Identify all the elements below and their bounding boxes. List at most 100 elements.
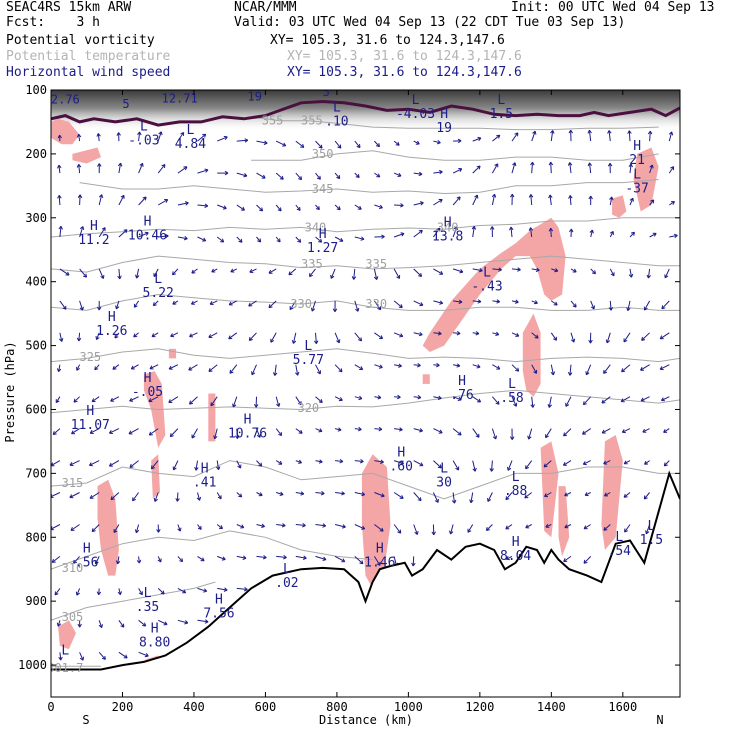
wind-arrow bbox=[530, 227, 533, 238]
wind-arrow-head bbox=[130, 365, 135, 370]
y-tick-label: 200 bbox=[25, 147, 47, 161]
wind-arrow bbox=[216, 524, 223, 529]
hl-value: .58 bbox=[500, 391, 523, 406]
wind-arrow-head bbox=[336, 206, 341, 211]
theta-label: 330 bbox=[365, 297, 387, 311]
wind-arrow bbox=[138, 131, 141, 142]
wind-arrow bbox=[197, 524, 202, 530]
wind-arrow bbox=[668, 166, 675, 174]
wind-arrow bbox=[629, 163, 632, 174]
hl-value: 21 bbox=[629, 153, 645, 168]
wind-arrow-head bbox=[179, 558, 184, 563]
wind-arrow bbox=[211, 268, 218, 273]
wind-arrow bbox=[236, 492, 243, 498]
x-end-label-north: N bbox=[656, 713, 663, 727]
wind-arrow-head bbox=[289, 306, 294, 311]
wind-arrow-head bbox=[475, 331, 480, 336]
wind-arrow bbox=[354, 492, 365, 496]
wind-arrow bbox=[627, 300, 631, 311]
wind-arrow bbox=[138, 556, 140, 564]
wind-arrow-head bbox=[418, 331, 423, 337]
hl-letter: H bbox=[83, 541, 91, 556]
wind-arrow bbox=[79, 300, 84, 311]
wind-arrow-head bbox=[240, 524, 245, 529]
hl-marker: L1.5 bbox=[640, 519, 663, 548]
wind-arrow bbox=[644, 460, 650, 465]
wind-arrow-head bbox=[457, 138, 462, 144]
wind-arrow-head bbox=[117, 162, 123, 167]
wind-arrow bbox=[492, 332, 499, 336]
wind-arrow bbox=[311, 300, 316, 312]
wind-arrow bbox=[531, 332, 539, 339]
wind-arrow-head bbox=[505, 525, 510, 530]
wind-arrow bbox=[472, 396, 481, 403]
wind-arrow-head bbox=[530, 404, 535, 408]
wind-arrow bbox=[70, 524, 80, 531]
x-axis-title: Distance (km) bbox=[319, 713, 413, 727]
x-tick-label: 800 bbox=[326, 700, 348, 714]
wind-arrow bbox=[550, 130, 554, 142]
wind-arrow bbox=[129, 396, 139, 402]
wind-arrow bbox=[78, 164, 81, 174]
wind-arrow bbox=[550, 162, 552, 174]
wind-arrow bbox=[583, 396, 592, 406]
wind-arrow-head bbox=[183, 166, 188, 171]
wind-arrow bbox=[394, 364, 402, 367]
wind-arrow-head bbox=[548, 227, 554, 232]
wind-arrow-head bbox=[57, 134, 63, 139]
wind-arrow bbox=[91, 396, 100, 403]
wind-arrow-head bbox=[208, 368, 213, 372]
wind-arrow-head bbox=[279, 491, 284, 496]
wind-arrow bbox=[453, 364, 460, 367]
wind-arrow bbox=[506, 555, 513, 560]
wind-arrow-head bbox=[338, 368, 343, 373]
wind-arrow-head bbox=[272, 372, 278, 376]
wind-arrow bbox=[315, 460, 323, 463]
wind-arrow-head bbox=[316, 175, 321, 180]
pv-region bbox=[208, 393, 216, 442]
wind-arrow-head bbox=[296, 206, 301, 211]
wind-arrow-head bbox=[313, 340, 319, 344]
wind-arrow bbox=[133, 300, 140, 308]
wind-arrow bbox=[543, 460, 552, 468]
wind-arrow-head bbox=[419, 462, 424, 467]
wind-arrow-head bbox=[76, 337, 82, 342]
wind-arrow-head bbox=[585, 371, 590, 376]
wind-arrow bbox=[640, 396, 650, 402]
x-tick-label: 1000 bbox=[394, 700, 423, 714]
wind-arrow bbox=[59, 300, 67, 310]
wind-arrow bbox=[236, 524, 245, 529]
wind-arrow bbox=[649, 199, 655, 206]
wind-arrow bbox=[585, 364, 592, 375]
hl-value: 1.46 bbox=[364, 555, 395, 570]
wind-arrow-head bbox=[191, 269, 196, 274]
wind-arrow-head bbox=[361, 525, 366, 530]
wind-arrow bbox=[197, 555, 205, 562]
wind-arrow-head bbox=[96, 591, 102, 596]
wind-arrow-head bbox=[77, 623, 82, 628]
wind-arrow-head bbox=[437, 464, 442, 469]
wind-arrow-head bbox=[89, 429, 94, 434]
theta-label: 345 bbox=[312, 182, 334, 196]
wind-arrow-head bbox=[487, 497, 492, 502]
wind-arrow bbox=[486, 524, 493, 531]
wind-arrow-head bbox=[94, 560, 99, 565]
wind-arrow-head bbox=[591, 270, 596, 275]
wind-arrow bbox=[152, 300, 159, 306]
wind-arrow bbox=[315, 492, 325, 494]
wind-arrow-head bbox=[525, 524, 530, 529]
wind-arrow-head bbox=[298, 176, 303, 181]
hl-marker: L-.43 bbox=[471, 265, 502, 294]
wind-arrow-head bbox=[238, 493, 243, 498]
wind-arrow bbox=[649, 131, 651, 142]
field2-name: Potential temperature bbox=[6, 49, 171, 64]
wind-arrow bbox=[373, 300, 382, 311]
y-tick-label: 800 bbox=[25, 530, 47, 544]
wind-arrow-head bbox=[113, 529, 118, 533]
wind-arrow bbox=[79, 268, 87, 278]
wind-arrow-head bbox=[56, 622, 62, 627]
wind-arrow bbox=[98, 194, 103, 206]
wind-arrow-head bbox=[439, 270, 444, 275]
wind-arrow bbox=[412, 556, 415, 567]
